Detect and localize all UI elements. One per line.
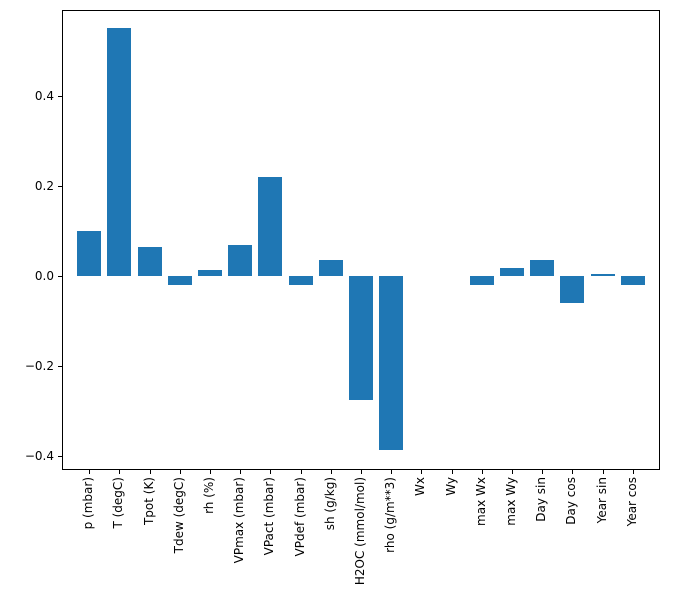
y-tick-label: −0.4 <box>24 449 54 464</box>
y-tick-label: −0.2 <box>24 359 54 374</box>
x-tick-mark <box>542 470 544 474</box>
x-tick-mark <box>330 470 332 474</box>
bar <box>77 230 102 277</box>
x-tick-label: T (degC) <box>111 477 126 529</box>
y-tick-label: 0.4 <box>34 88 54 103</box>
x-tick-mark <box>240 470 242 474</box>
x-tick-label: Wy <box>443 477 458 496</box>
bar <box>530 260 555 277</box>
y-tick-label: 0.2 <box>34 178 54 193</box>
x-tick-mark <box>632 470 634 474</box>
x-tick-mark <box>391 470 393 474</box>
bar <box>560 276 585 304</box>
bar <box>167 276 192 286</box>
x-tick-label: Tdew (degC) <box>171 477 186 554</box>
x-tick-label: VPmax (mbar) <box>232 477 247 564</box>
bar <box>620 276 645 286</box>
x-tick-label: Wx <box>413 477 428 496</box>
x-tick-mark <box>512 470 513 474</box>
x-tick-mark <box>300 470 302 474</box>
x-tick-label: sh (g/kg) <box>322 477 337 531</box>
y-tick-mark <box>58 276 62 278</box>
x-tick-label: Day cos <box>564 477 579 525</box>
x-tick-mark <box>119 470 121 474</box>
x-tick-label: p (mbar) <box>81 477 96 530</box>
x-tick-label: max Wx <box>473 477 488 526</box>
y-tick-mark <box>58 456 62 458</box>
x-tick-label: max Wy <box>504 477 519 526</box>
x-tick-mark <box>572 470 574 474</box>
bar <box>318 260 343 277</box>
x-tick-mark <box>179 470 181 474</box>
y-tick-mark <box>58 185 62 187</box>
x-tick-label: Year cos <box>624 477 639 527</box>
x-tick-label: rho (g/m**3) <box>383 477 398 553</box>
x-tick-label: Year sin <box>594 477 609 524</box>
x-tick-label: Tpot (K) <box>141 477 156 526</box>
bar <box>258 176 283 277</box>
y-tick-mark <box>58 95 62 97</box>
bar <box>288 276 313 286</box>
x-tick-label: Day sin <box>534 477 549 522</box>
x-tick-label: VPdef (mbar) <box>292 477 307 557</box>
bar <box>137 246 162 277</box>
x-tick-mark <box>361 470 362 474</box>
bar <box>379 276 404 450</box>
y-tick-label: 0.0 <box>34 269 54 284</box>
x-tick-mark <box>149 470 151 474</box>
x-tick-mark <box>270 470 272 474</box>
x-tick-mark <box>602 470 604 474</box>
bar <box>590 273 615 277</box>
x-tick-mark <box>451 470 453 474</box>
bar <box>197 270 223 277</box>
x-tick-label: rh (%) <box>202 477 217 514</box>
x-tick-mark <box>421 470 423 474</box>
bar <box>469 276 494 286</box>
bar <box>107 28 132 277</box>
y-tick-mark <box>58 366 62 368</box>
x-tick-mark <box>209 470 211 474</box>
bar <box>348 276 374 401</box>
bar <box>499 267 525 277</box>
bar <box>228 245 253 277</box>
x-tick-label: H2OC (mmol/mol) <box>353 477 368 586</box>
plot-area <box>62 10 660 470</box>
x-tick-mark <box>89 470 91 474</box>
x-tick-label: VPact (mbar) <box>262 477 277 556</box>
x-tick-mark <box>481 470 483 474</box>
